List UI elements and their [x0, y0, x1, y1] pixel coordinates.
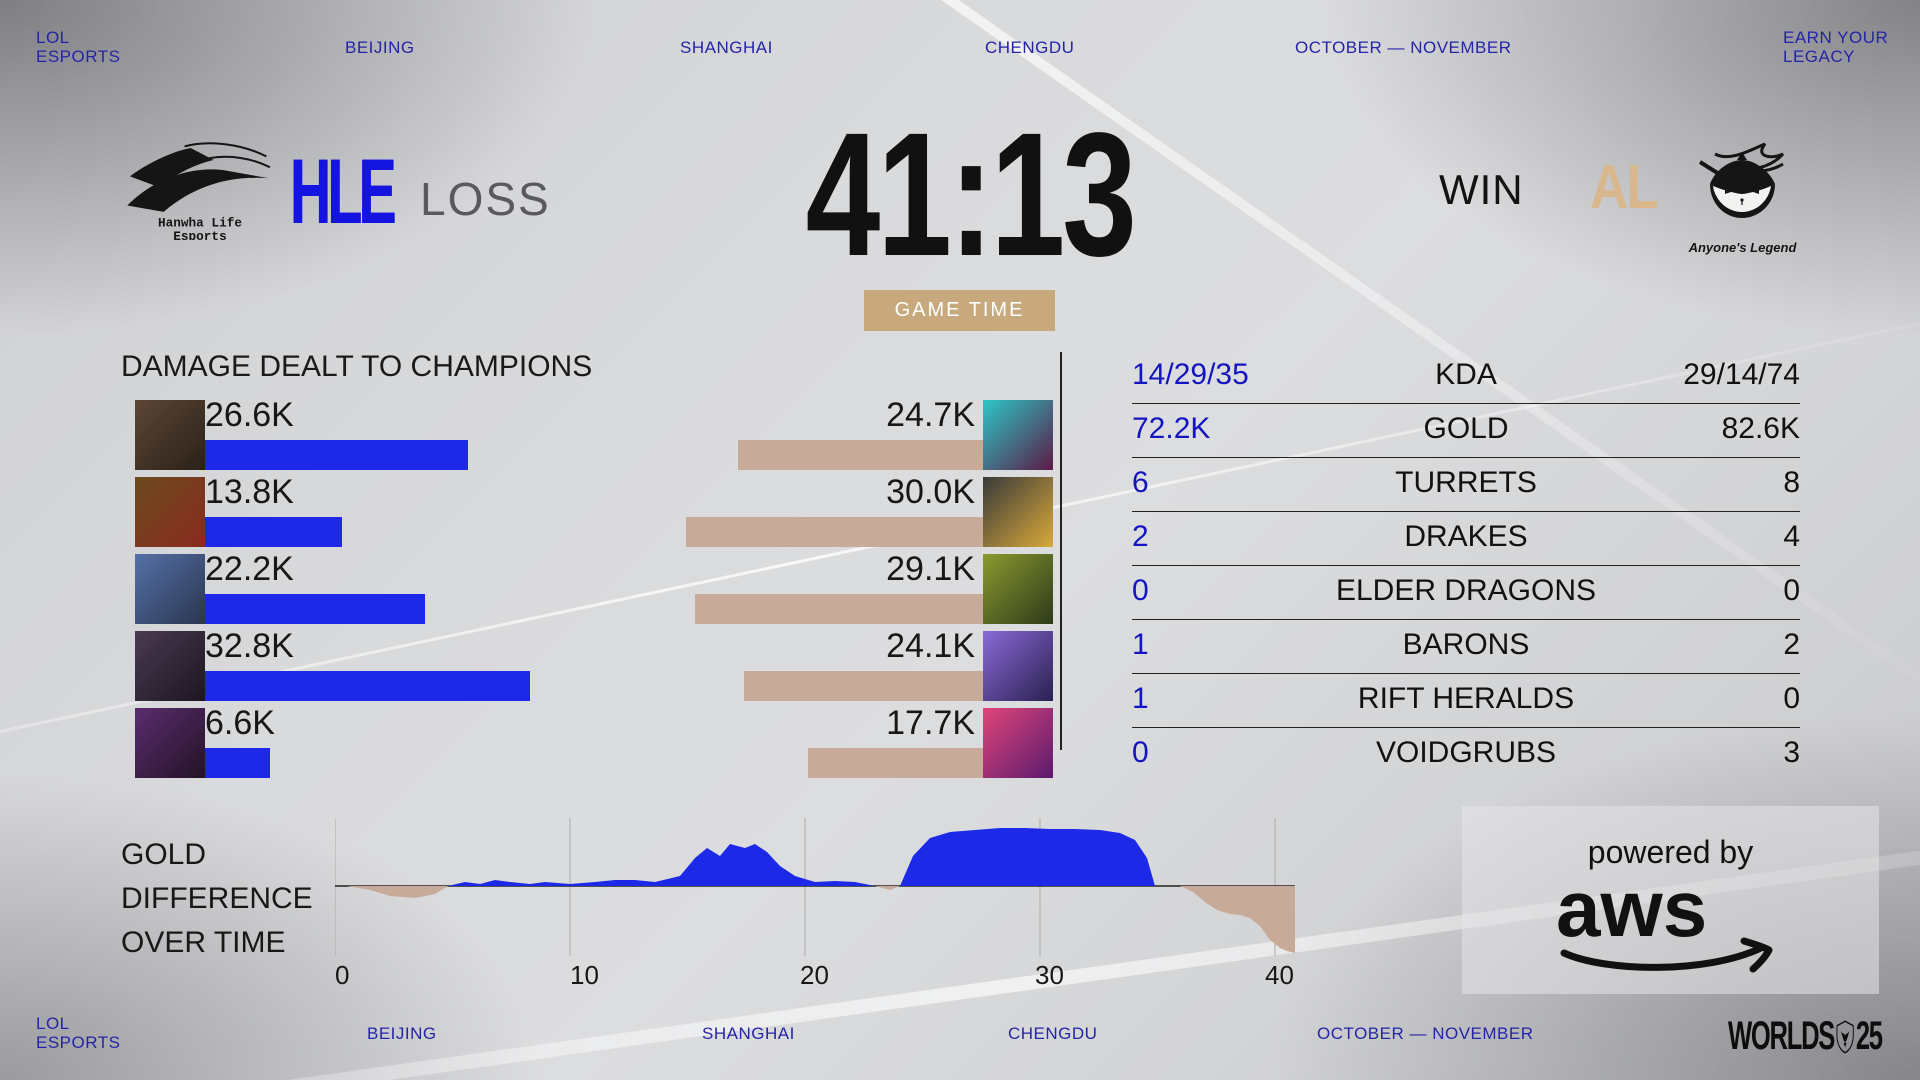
- svg-text:Esports: Esports: [173, 229, 226, 240]
- svg-text:aws: aws: [1556, 868, 1707, 953]
